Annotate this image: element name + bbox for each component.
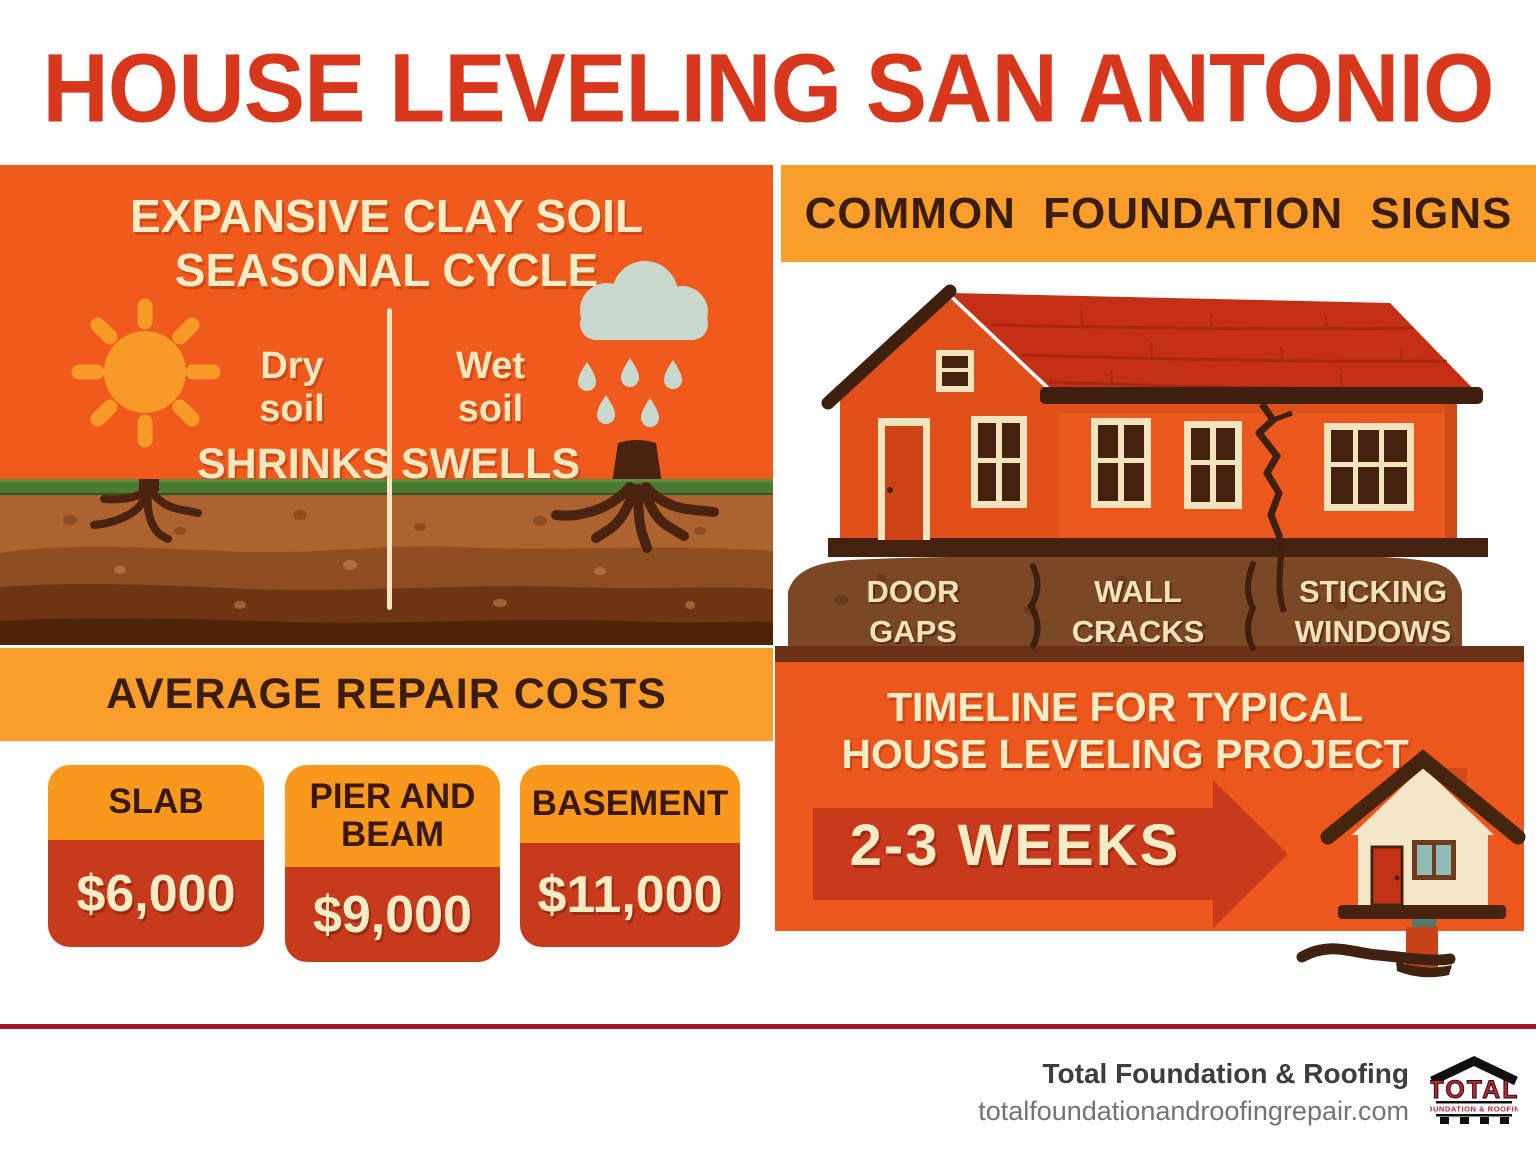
cost-card-basement: BASEMENT $11,000 — [520, 765, 740, 947]
clay-soil-panel: EXPANSIVE CLAY SOIL SEASONAL CYCLE Dry s… — [0, 165, 773, 645]
raindrops — [578, 358, 682, 427]
front-door — [878, 418, 930, 540]
repair-costs-title: AVERAGE REPAIR COSTS — [106, 670, 667, 718]
soil-cracks — [1027, 561, 1257, 651]
large-window — [1324, 423, 1414, 511]
cost-card-value: $11,000 — [520, 843, 740, 947]
clay-panel-title: EXPANSIVE CLAY SOIL SEASONAL CYCLE — [0, 189, 773, 298]
soil-layers-illustration — [0, 440, 773, 645]
logo-wordmark: TOTAL — [1430, 1076, 1518, 1104]
clay-panel-title-line2: SEASONAL CYCLE — [174, 244, 599, 297]
wet-soil-line2: soil — [457, 387, 524, 430]
foundation-signs-title: COMMON FOUNDATION SIGNS — [804, 188, 1513, 238]
cost-card-pier-and-beam: PIER AND BEAM $9,000 — [285, 765, 500, 962]
timeline-title-line2: HOUSE LEVELING PROJECT — [841, 731, 1409, 778]
cost-card-value: $9,000 — [285, 867, 500, 962]
duration-label: 2-3 WEEKS — [849, 813, 1181, 878]
cost-card-label: SLAB — [48, 765, 264, 840]
cracked-house-illustration — [788, 284, 1488, 651]
roof — [1320, 749, 1526, 845]
dry-roots — [90, 479, 202, 543]
cost-card-label: BASEMENT — [520, 765, 740, 843]
window — [1412, 840, 1456, 880]
window — [1184, 421, 1242, 509]
timeline-title: TIMELINE FOR TYPICAL HOUSE LEVELING PROJ… — [805, 684, 1445, 778]
repair-costs-banner: AVERAGE REPAIR COSTS — [0, 648, 773, 741]
arrow-right-icon — [813, 780, 1288, 928]
attic-window — [936, 350, 974, 392]
foundation-signs-banner: COMMON FOUNDATION SIGNS — [781, 165, 1536, 262]
logo-roof — [1430, 1056, 1518, 1086]
door — [1370, 845, 1404, 907]
timeline-panel: TIMELINE FOR TYPICAL HOUSE LEVELING PROJ… — [775, 662, 1526, 978]
window — [971, 416, 1027, 508]
house-foundation — [828, 538, 1488, 557]
window — [1091, 418, 1151, 508]
sign-label-wall-cracks: WALL CRACKS — [1071, 574, 1205, 649]
jack-handle — [1296, 943, 1456, 966]
footer-divider — [0, 1024, 1536, 1029]
divider-line — [387, 308, 392, 610]
company-name: Total Foundation & Roofing — [1042, 1058, 1409, 1089]
ground-band — [775, 646, 1524, 662]
wet-soil-line1: Wet — [456, 345, 525, 387]
logo-piers — [1440, 1117, 1509, 1124]
sign-label-sticking-windows: STICKING WINDOWS — [1294, 574, 1452, 649]
total-foundation-roofing-logo: TOTAL FOUNDATION & ROOFING — [1430, 1056, 1518, 1124]
platform — [1338, 905, 1506, 919]
wall-crack — [1255, 402, 1293, 613]
rain-cloud-icon — [578, 261, 708, 427]
timeline-title-line1: TIMELINE FOR TYPICAL — [886, 684, 1364, 730]
roof — [821, 284, 1483, 410]
foundation-soil-mound — [788, 555, 1462, 646]
cost-card-slab: SLAB $6,000 — [48, 765, 264, 947]
leveled-house-on-jack-icon — [1296, 749, 1526, 978]
logo-subtext: FOUNDATION & ROOFING — [1430, 1105, 1518, 1114]
tree-stump — [612, 440, 662, 483]
cost-card-label: PIER AND BEAM — [285, 765, 500, 867]
cost-card-value: $6,000 — [48, 840, 264, 947]
clay-panel-title-line1: EXPANSIVE CLAY SOIL — [130, 190, 643, 242]
sun-icon — [71, 298, 221, 448]
dry-soil-line2: soil — [259, 387, 325, 430]
sign-label-door-gaps: DOOR GAPS — [866, 574, 960, 649]
dry-soil-line1: Dry — [260, 345, 324, 387]
wet-roots — [551, 482, 719, 553]
page-title: HOUSE LEVELING SAN ANTONIO — [42, 34, 1494, 143]
company-website: totalfoundationandroofingrepair.com — [978, 1096, 1409, 1126]
